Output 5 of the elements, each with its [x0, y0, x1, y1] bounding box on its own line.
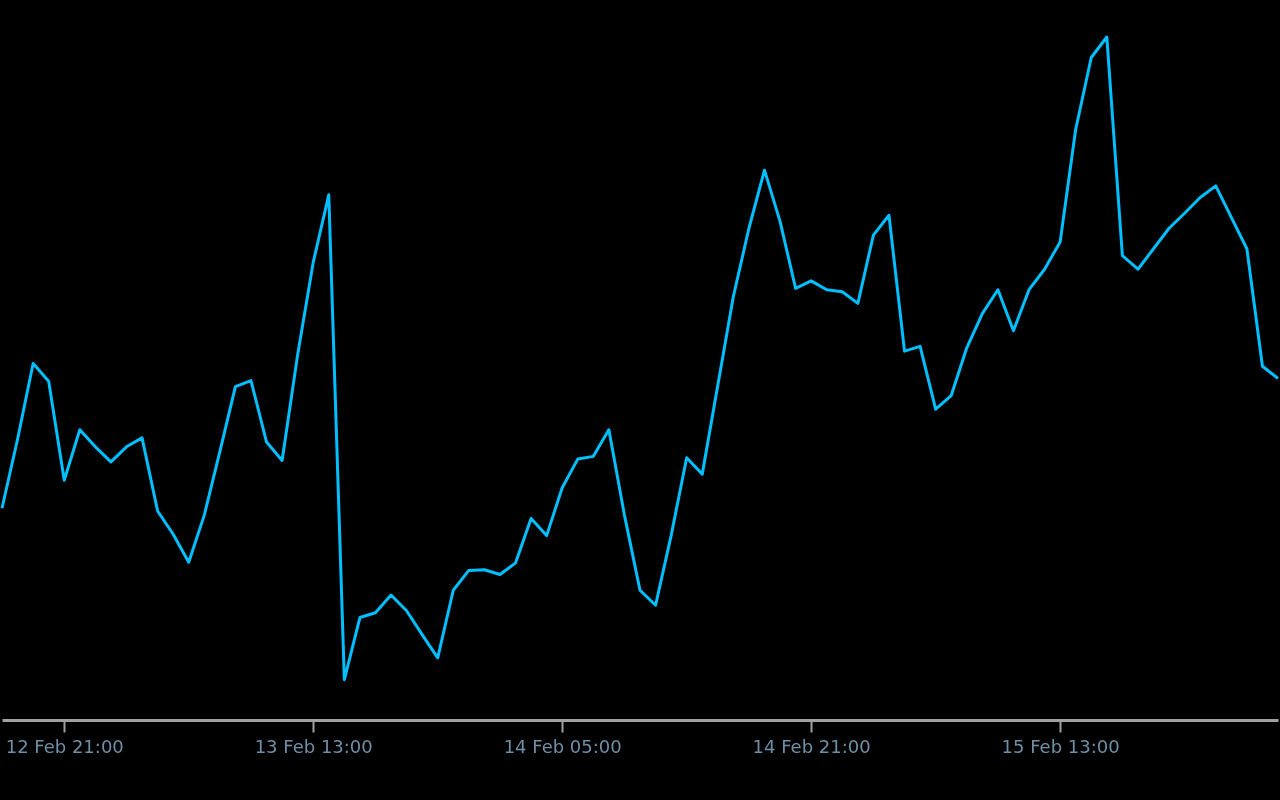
x-tick-label: 14 Feb 21:00 [752, 735, 871, 757]
x-tick-label: 12 Feb 21:00 [5, 735, 124, 757]
x-tick-label: 15 Feb 13:00 [1001, 735, 1120, 757]
x-tick-label: 13 Feb 13:00 [254, 735, 373, 757]
x-tick-label: 14 Feb 05:00 [503, 735, 622, 757]
